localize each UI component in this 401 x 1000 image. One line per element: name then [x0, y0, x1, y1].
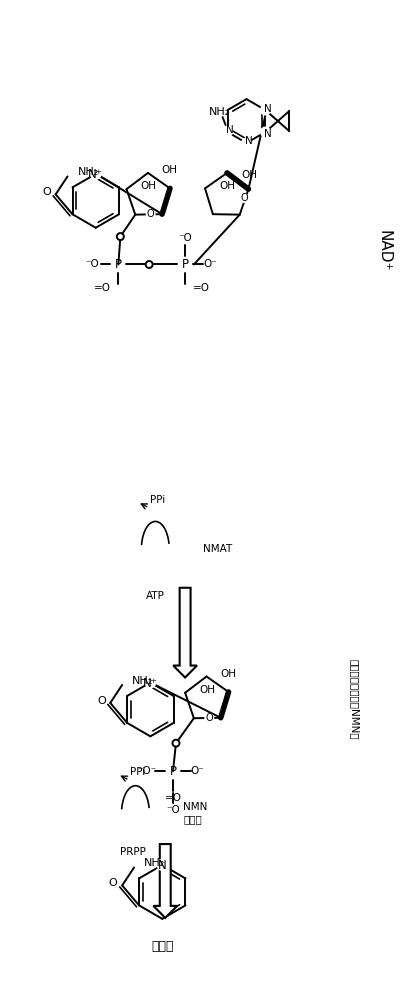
Text: O: O — [42, 187, 51, 197]
Text: N: N — [225, 125, 233, 135]
Circle shape — [89, 168, 101, 180]
Text: OH: OH — [140, 181, 156, 191]
Circle shape — [145, 261, 152, 268]
Text: NH₂: NH₂ — [132, 676, 153, 686]
Circle shape — [239, 193, 249, 203]
Text: PPi: PPi — [150, 495, 165, 505]
Text: OH: OH — [220, 669, 236, 679]
Text: O: O — [205, 713, 213, 723]
Text: 烟酰胺单核苷酸（NMN）: 烟酰胺单核苷酸（NMN） — [348, 659, 358, 740]
Text: N: N — [263, 129, 271, 139]
Text: =O: =O — [164, 793, 181, 803]
Text: OH: OH — [219, 181, 234, 191]
Text: ⁻O: ⁻O — [166, 805, 179, 815]
Text: O: O — [97, 696, 105, 706]
Text: =O: =O — [93, 283, 110, 293]
Text: PRPP: PRPP — [119, 847, 145, 857]
Circle shape — [241, 138, 251, 148]
Text: NH₂: NH₂ — [209, 107, 230, 117]
Text: ⁻O: ⁻O — [178, 233, 191, 243]
Circle shape — [259, 127, 270, 138]
Text: NMN
核苷酶: NMN 核苷酶 — [183, 802, 207, 824]
Circle shape — [172, 740, 179, 747]
Text: O: O — [109, 878, 117, 888]
Text: O: O — [240, 193, 247, 203]
Circle shape — [144, 677, 156, 688]
Text: OH: OH — [198, 685, 215, 695]
FancyArrow shape — [153, 844, 177, 918]
Text: ⁻O: ⁻O — [85, 259, 99, 269]
Text: ATP: ATP — [146, 591, 165, 601]
Text: NMAT: NMAT — [203, 544, 232, 554]
Text: P: P — [169, 765, 176, 778]
Text: O⁻: O⁻ — [190, 766, 203, 776]
Text: =O: =O — [192, 283, 209, 293]
Text: NAD⁺: NAD⁺ — [375, 230, 390, 271]
Circle shape — [145, 209, 155, 219]
Text: P: P — [115, 258, 122, 271]
Text: N: N — [263, 104, 271, 114]
Text: N⁺: N⁺ — [88, 168, 103, 181]
Text: PPi: PPi — [130, 767, 145, 777]
Text: ⁻O⁻: ⁻O⁻ — [137, 766, 156, 776]
Text: NH₂: NH₂ — [77, 167, 99, 177]
Text: O: O — [146, 209, 154, 219]
Text: N: N — [158, 859, 166, 872]
Text: 烟酰胺: 烟酰胺 — [151, 940, 173, 953]
Text: OH: OH — [162, 165, 177, 175]
Text: N: N — [244, 136, 252, 146]
Circle shape — [204, 713, 214, 723]
Circle shape — [222, 127, 233, 138]
FancyArrow shape — [173, 588, 196, 678]
Circle shape — [117, 233, 124, 240]
Text: OH: OH — [240, 170, 256, 180]
Text: N⁺: N⁺ — [143, 677, 158, 690]
Text: O⁻: O⁻ — [203, 259, 217, 269]
Text: NH₂: NH₂ — [144, 858, 165, 868]
Circle shape — [156, 859, 168, 871]
Text: P: P — [181, 258, 188, 271]
Circle shape — [259, 105, 270, 116]
